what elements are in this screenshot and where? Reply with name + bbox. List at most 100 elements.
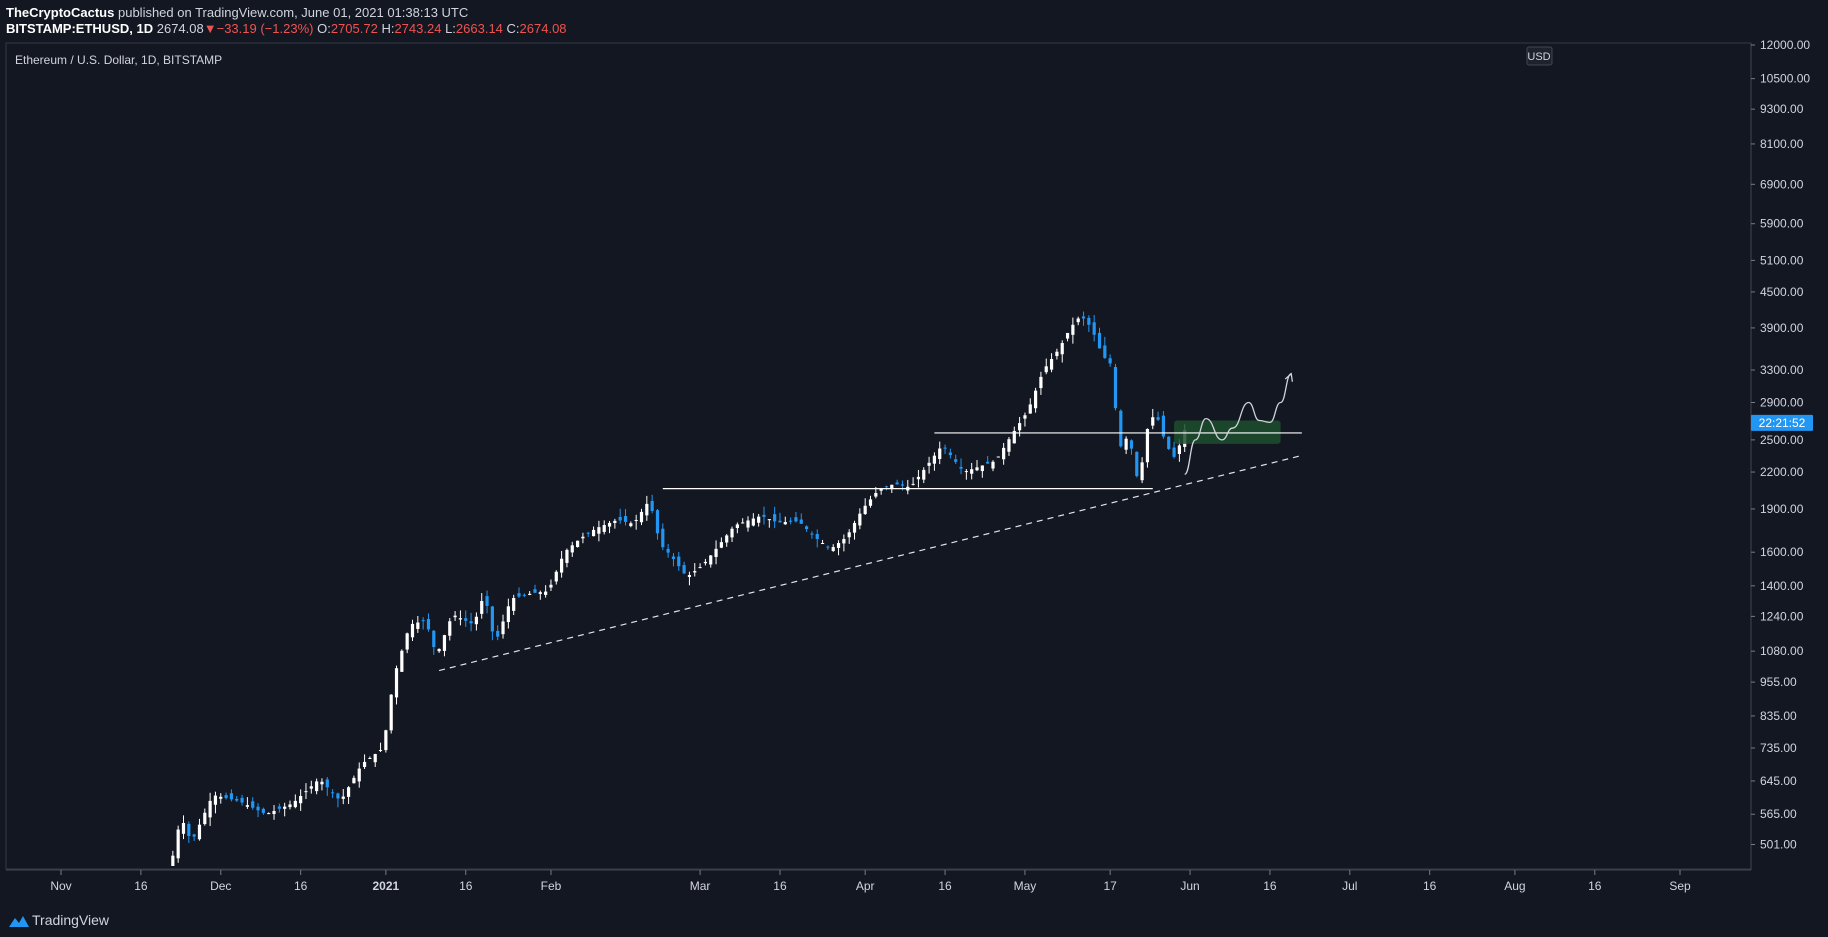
candle-body (315, 781, 319, 792)
candle-body (868, 499, 873, 506)
candle-body (1124, 438, 1128, 450)
candle-body (288, 804, 292, 808)
candle-body (1060, 343, 1064, 355)
price-tick-label: 5900.00 (1760, 217, 1804, 231)
candle-body (746, 520, 750, 528)
candle-body (1033, 390, 1038, 409)
candle-body (597, 527, 601, 534)
candle-body (778, 520, 782, 523)
candle-body (458, 618, 463, 620)
candle-body (575, 540, 580, 548)
candle-body (229, 793, 234, 800)
price-change: −33.19 (−1.23%) (216, 21, 314, 36)
candle-body (181, 822, 186, 834)
candle-body (890, 484, 894, 489)
candle-body (410, 623, 415, 638)
candle-body (900, 484, 905, 486)
candle-body (426, 618, 431, 630)
candle-body (831, 547, 835, 551)
candle-body (1002, 447, 1006, 460)
tradingview-logo-icon[interactable] (8, 914, 30, 928)
price-tick-label: 1600.00 (1760, 545, 1804, 559)
low-label: L: (445, 21, 456, 36)
candle-body (1044, 366, 1048, 373)
candle-body (1081, 316, 1086, 319)
candle-body (682, 565, 686, 574)
time-tick-label: Jul (1342, 879, 1357, 893)
time-tick-label: 16 (938, 879, 952, 893)
candle-body (538, 592, 542, 594)
candle-body (544, 591, 548, 595)
time-tick-label: Apr (856, 879, 875, 893)
time-tick-label: 16 (1423, 879, 1437, 893)
candle-body (362, 761, 367, 767)
candle-body (634, 519, 638, 522)
candle-body (741, 522, 745, 524)
time-tick-label: Dec (210, 879, 231, 893)
candle-body (996, 456, 1000, 458)
candle-body (650, 500, 654, 511)
candle-body (879, 488, 883, 491)
chart-drawings (438, 372, 1303, 672)
price-tick-label: 565.00 (1760, 807, 1797, 821)
candle-body (991, 461, 995, 469)
countdown-label: 22:21:52 (1759, 416, 1806, 430)
author-name[interactable]: TheCryptoCactus (6, 5, 115, 20)
candle-body (719, 542, 723, 548)
currency-label: USD (1527, 51, 1550, 63)
candle-body (309, 786, 313, 789)
time-axis[interactable]: Nov 16 Dec 16 2021 16 Feb Mar 16 Apr 16 May 17 Jun 16 J… (50, 870, 1691, 893)
price-tick-label: 735.00 (1760, 741, 1797, 755)
price-chart[interactable]: Ethereum / U.S. Dollar, 1D, BITSTAMP 120… (0, 0, 1828, 904)
candle-body (1012, 430, 1016, 444)
candle-body (384, 730, 388, 751)
candle-body (442, 635, 447, 651)
candle-body (570, 545, 574, 553)
candle-body (213, 795, 218, 805)
candle-body (1108, 358, 1112, 364)
candle-body (911, 483, 915, 485)
candle-body (943, 447, 947, 449)
candle-body (964, 471, 968, 473)
candle-body (299, 796, 303, 804)
candle-body (512, 598, 516, 611)
candle-body (240, 797, 244, 803)
price-tick-label: 8100.00 (1760, 137, 1804, 151)
candle-body (453, 615, 457, 618)
candle-body (709, 555, 713, 565)
candle-body (677, 556, 681, 567)
candle-body (852, 522, 857, 533)
price-tick-label: 2200.00 (1760, 465, 1804, 479)
currency-badge[interactable] (1526, 46, 1553, 66)
price-tick-label: 645.00 (1760, 774, 1797, 788)
time-tick-label: 16 (294, 879, 308, 893)
candle-body (842, 538, 846, 544)
candle-body (863, 505, 867, 515)
candle-body (528, 593, 532, 595)
publication-line: TheCryptoCactus published on TradingView… (6, 5, 468, 20)
last-price: 2674.08 (156, 21, 204, 36)
candle-body (432, 630, 436, 648)
tradingview-brand[interactable]: TradingView (32, 912, 110, 928)
candle-body (261, 808, 265, 813)
time-tick-label: Feb (541, 879, 562, 893)
candle-body (490, 606, 494, 632)
last-price-badge (1751, 414, 1813, 431)
candle-body (1055, 351, 1059, 357)
candle-body (1135, 451, 1139, 477)
candle-body (192, 834, 196, 837)
candle-body (757, 516, 761, 523)
candle-body (437, 648, 441, 652)
close-label: C: (506, 21, 520, 36)
candle-body (948, 452, 952, 456)
candle-body (187, 823, 191, 836)
time-tick-label: 16 (1263, 879, 1277, 893)
price-axis[interactable]: 12000.00 10500.00 9300.00 8100.00 6900.00 590… (1751, 38, 1813, 852)
candle-body (735, 524, 739, 529)
candle-body (1065, 332, 1070, 339)
candle-body (916, 476, 921, 480)
candle-body (1087, 317, 1091, 325)
footer: TradingView (0, 904, 1828, 937)
candle-body (219, 796, 223, 799)
candle-body (197, 824, 202, 840)
